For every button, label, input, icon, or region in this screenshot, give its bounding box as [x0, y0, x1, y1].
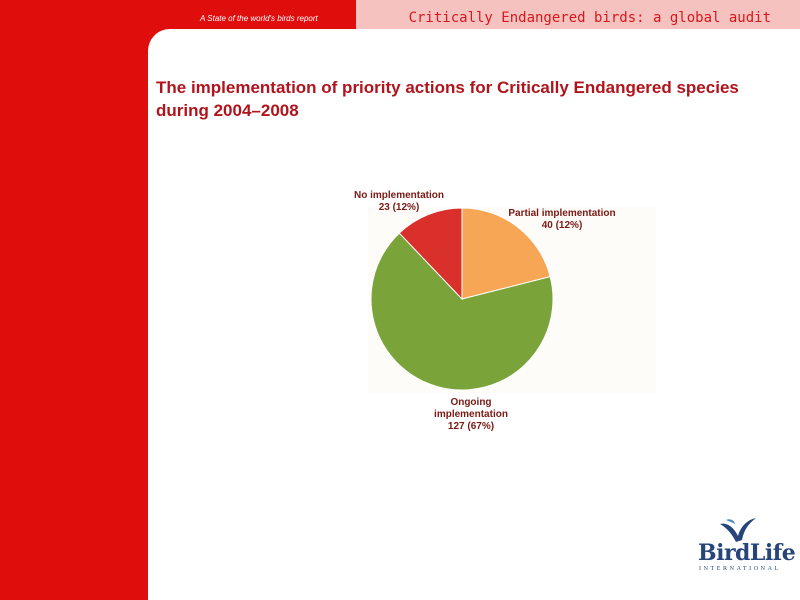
header-title: Critically Endangered birds: a global au… [408, 10, 771, 26]
label-no-implementation-name: No implementation [353, 190, 444, 201]
label-partial-implementation-value: 40 (12%) [541, 220, 583, 231]
pie-slice-ongoing [370, 232, 554, 391]
label-ongoing-implementation-name: Ongoing [450, 397, 492, 408]
logo-wordmark: BirdLife [698, 540, 796, 566]
pie-slice-none [398, 207, 463, 301]
logo-subtitle: INTERNATIONAL [699, 566, 781, 572]
bird-icon [720, 518, 756, 542]
report-tag: A State of the world's birds report [200, 14, 318, 23]
pie-slice-partial [461, 207, 551, 300]
label-partial-implementation-name: Partial implementation [508, 208, 616, 219]
birdlife-logo: BirdLife INTERNATIONAL [690, 518, 796, 578]
label-ongoing-implementation-value: 127 (67%) [447, 421, 495, 432]
label-no-implementation-value: 23 (12%) [378, 202, 420, 213]
header-strip [356, 0, 800, 29]
label-partial-implementation: Partial implementation 40 (12%) [496, 208, 628, 232]
page-title: The implementation of priority actions f… [156, 78, 739, 120]
label-ongoing-implementation-name-2: implementation [434, 409, 508, 420]
label-no-implementation: No implementation 23 (12%) [339, 190, 459, 214]
label-ongoing-implementation: Ongoing implementation 127 (67%) [406, 397, 536, 433]
